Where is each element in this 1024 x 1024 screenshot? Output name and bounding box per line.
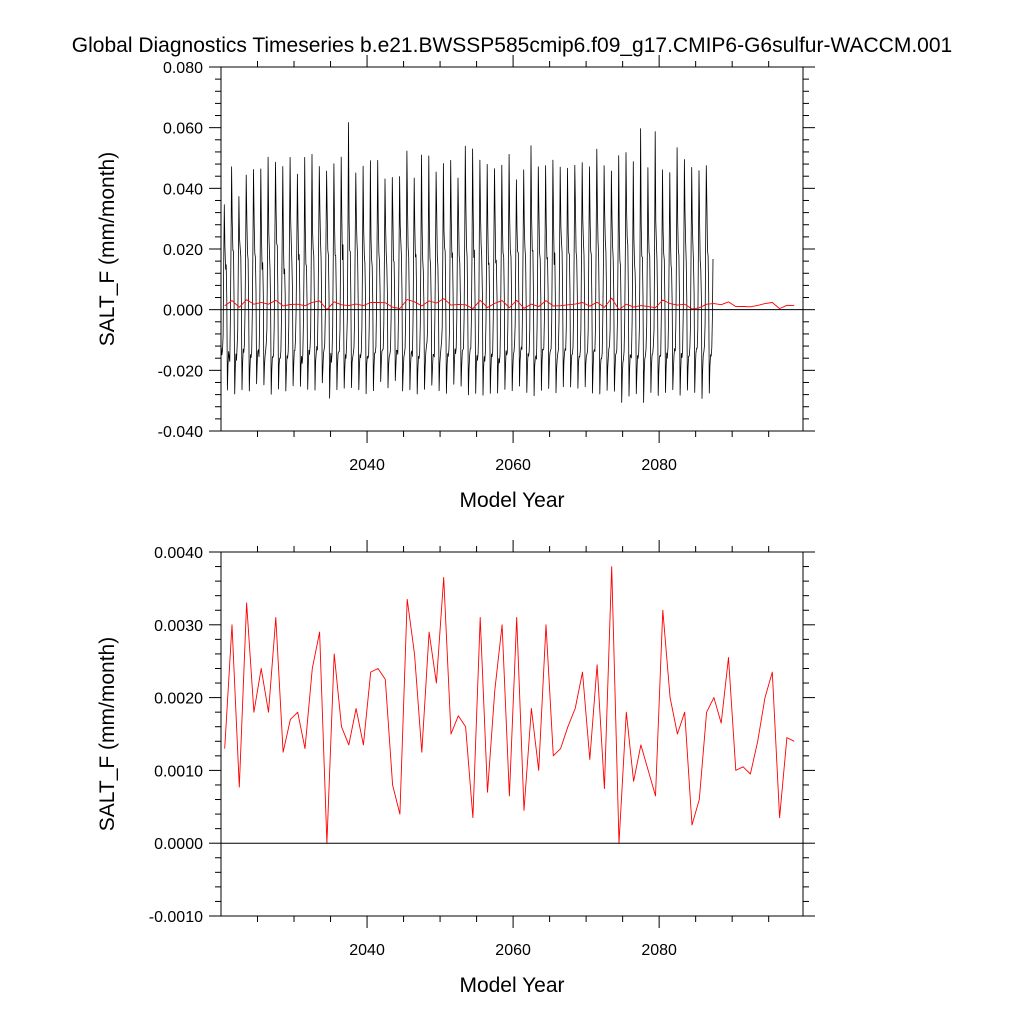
x-tick-label: 2040: [349, 942, 385, 959]
x-axis-label: Model Year: [459, 974, 564, 997]
y-tick-label: 0.040: [163, 181, 203, 198]
y-tick-label: 0.080: [163, 60, 203, 77]
y-axis-label: SALT_F (mm/month): [96, 152, 119, 346]
y-tick-label: 0.0040: [154, 545, 203, 562]
y-tick-label: -0.020: [158, 363, 203, 380]
x-axis-label: Model Year: [459, 489, 564, 512]
y-tick-label: 0.0010: [154, 763, 203, 780]
annual-series-line: [224, 566, 795, 844]
top-panel: -0.040 -0.020 0.000 0.020 0.040 0.060 0.080 204…: [96, 55, 815, 512]
x-tick-label: 2080: [641, 457, 677, 474]
plot-frame: [220, 551, 804, 917]
y-tick-label: -0.040: [158, 424, 203, 441]
y-tick-label: 0.0000: [154, 836, 203, 853]
chart-title: Global Diagnostics Timeseries b.e21.BWSS…: [72, 34, 952, 57]
y-tick-label: 0.0030: [154, 618, 203, 635]
x-tick-label: 2060: [495, 942, 531, 959]
y-axis-label: SALT_F (mm/month): [96, 637, 119, 831]
y-tick-label: 0.020: [163, 242, 203, 259]
y-tick-label: 0.060: [163, 121, 203, 138]
x-tick-label: 2060: [495, 457, 531, 474]
x-tick-label: 2080: [641, 942, 677, 959]
monthly-series-line: [220, 122, 714, 403]
x-tick-label: 2040: [349, 457, 385, 474]
bottom-panel: -0.0010 0.0000 0.0010 0.0020 0.0030 0.0040 204…: [96, 540, 815, 997]
annual-series-line: [224, 297, 795, 311]
y-tick-label: 0.0020: [154, 691, 203, 708]
y-tick-label: 0.000: [163, 303, 203, 320]
y-tick-label: -0.0010: [149, 909, 203, 926]
